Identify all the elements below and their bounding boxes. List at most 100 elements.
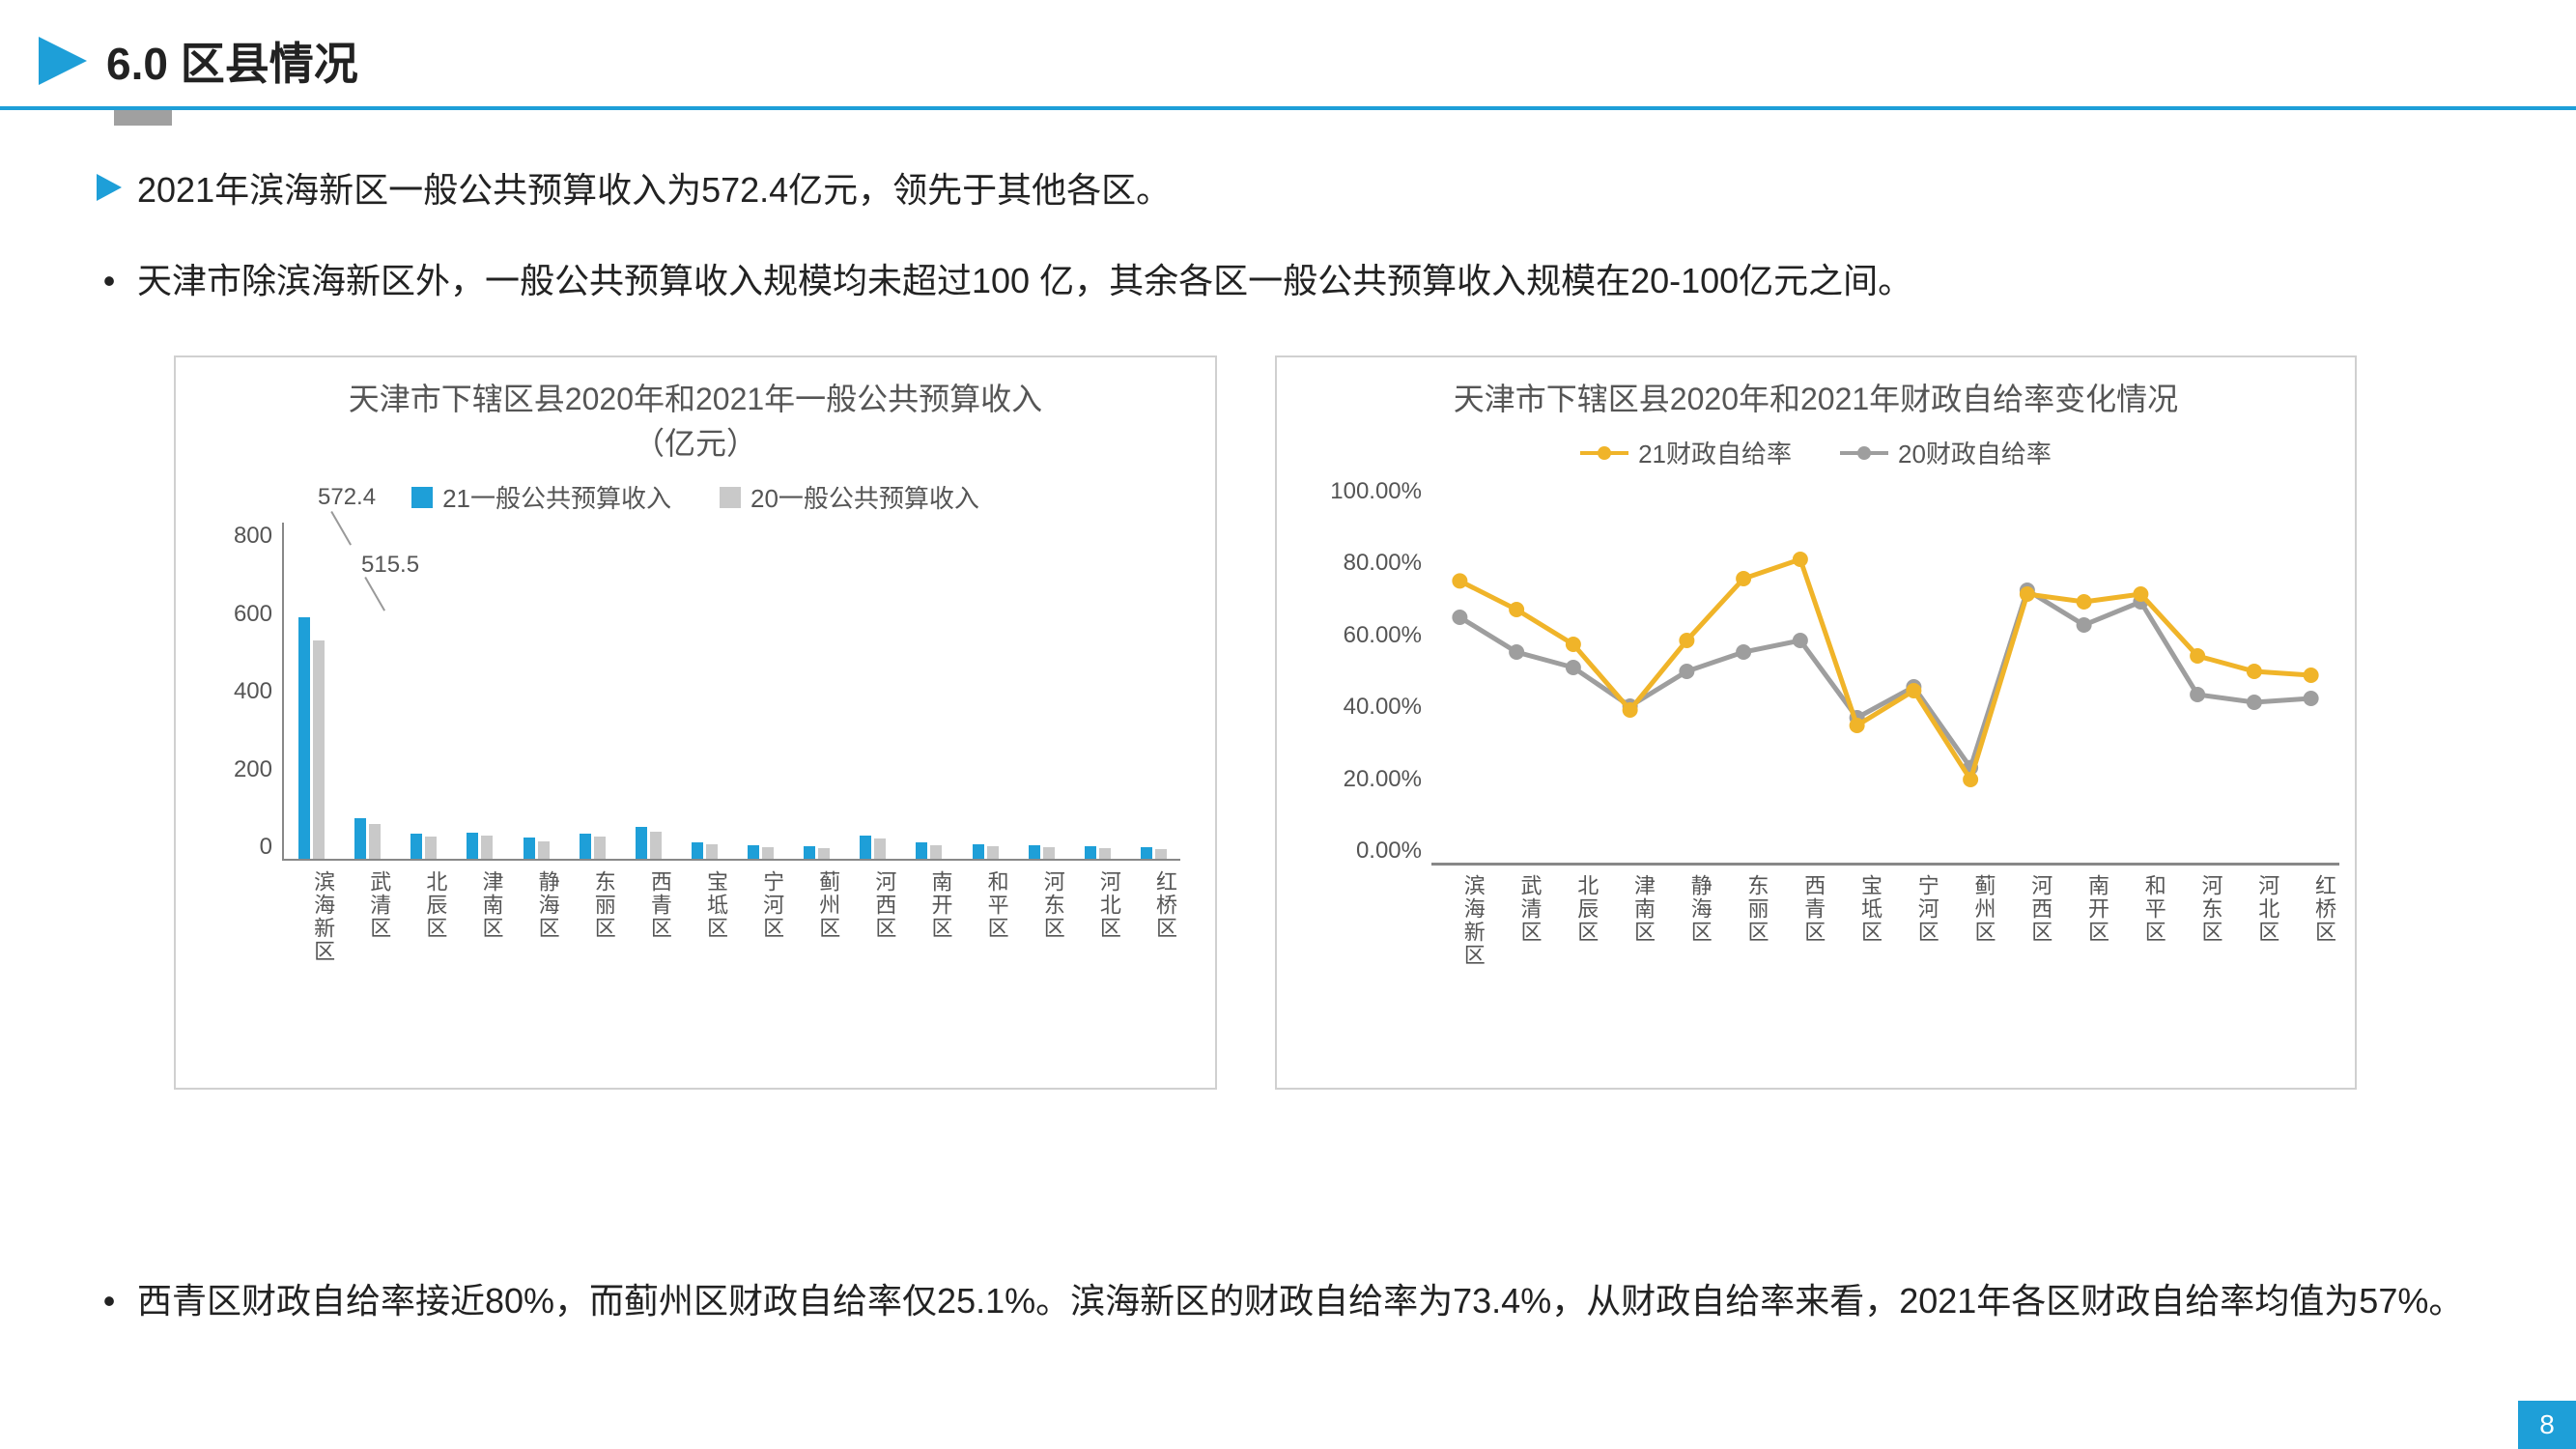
line-y-axis: 100.00%80.00%60.00%40.00%20.00%0.00% (1306, 478, 1422, 865)
line-x-axis: 滨海新区武清区北辰区津南区静海区东丽区西青区宝坻区宁河区蓟州区河西区南开区和平区… (1431, 874, 2339, 967)
x-label: 武清区 (338, 870, 394, 963)
line-marker (1793, 552, 1808, 567)
legend-line-label-20: 20财政自给率 (1898, 435, 2052, 470)
y-tick: 0.00% (1356, 838, 1422, 865)
bullet-dot-icon: • (97, 255, 122, 307)
bullet-dot-icon-2: • (97, 1275, 122, 1327)
x-label: 西青区 (1772, 874, 1829, 967)
line-chart-area: 100.00%80.00%60.00%40.00%20.00%0.00% 滨海新… (1306, 478, 2326, 1019)
x-label: 西青区 (619, 870, 675, 963)
line-svg (1431, 478, 2339, 865)
x-label: 武清区 (1488, 874, 1545, 967)
line-marker (1850, 718, 1865, 733)
bar-20 (1155, 849, 1167, 860)
legend-swatch-21 (411, 487, 433, 508)
y-tick: 40.00% (1344, 694, 1422, 721)
bar-21 (410, 834, 422, 859)
legend-line-20: 20财政自给率 (1840, 435, 2052, 470)
line-marker (2304, 668, 2319, 683)
callout-515: 515.5 (361, 552, 419, 579)
line-marker (1679, 633, 1694, 648)
line-marker (1793, 633, 1808, 648)
bar-21 (748, 845, 759, 859)
bar-21 (860, 836, 871, 859)
bar-21 (804, 846, 815, 859)
line-marker (2247, 695, 2262, 710)
bar-21 (580, 834, 591, 859)
bullet-row-3: • 西青区财政自给率接近80%，而蓟州区财政自给率仅25.1%。滨海新区的财政自… (97, 1275, 2479, 1327)
line-chart-box: 天津市下辖区县2020年和2021年财政自给率变化情况 21财政自给率 20财政… (1275, 355, 2357, 1090)
bar-20 (1099, 848, 1111, 859)
x-label: 静海区 (507, 870, 563, 963)
y-tick: 80.00% (1344, 550, 1422, 577)
bar-21 (1029, 845, 1040, 859)
bar-chart-box: 天津市下辖区县2020年和2021年一般公共预算收入 （亿元） 21一般公共预算… (174, 355, 1217, 1090)
legend-line-label-21: 21财政自给率 (1638, 435, 1792, 470)
bar-21 (467, 833, 478, 859)
line-marker (1566, 660, 1581, 675)
line-marker (2077, 617, 2092, 633)
bar-group (973, 844, 999, 859)
page-number: 8 (2518, 1401, 2576, 1449)
bar-20 (594, 837, 606, 859)
x-label: 宝坻区 (1828, 874, 1885, 967)
bar-21 (973, 844, 984, 859)
x-label: 蓟州区 (1942, 874, 1999, 967)
bullet-text-3: 西青区财政自给率接近80%，而蓟州区财政自给率仅25.1%。滨海新区的财政自给率… (137, 1275, 2463, 1327)
x-label: 河东区 (2169, 874, 2226, 967)
bar-21 (354, 818, 366, 859)
bar-20 (425, 837, 437, 859)
bar-21 (524, 838, 535, 859)
x-label: 红桥区 (2282, 874, 2339, 967)
bar-plot: 572.4 515.5 (282, 523, 1180, 861)
bar-group (692, 842, 718, 860)
header-tab-decor (114, 110, 172, 126)
callout-line-1 (330, 511, 352, 546)
bar-y-axis: 8006004002000 (205, 523, 272, 861)
callout-line-2 (364, 577, 385, 611)
bar-group (748, 845, 774, 859)
line-marker (2190, 687, 2205, 702)
x-label: 滨海新区 (282, 870, 338, 963)
line-marker (2304, 691, 2319, 706)
line-marker (1736, 571, 1751, 586)
y-tick: 20.00% (1344, 766, 1422, 793)
bullet-row-2: • 天津市除滨海新区外，一般公共预算收入规模均未超过100 亿，其余各区一般公共… (97, 255, 2479, 307)
bar-group (1141, 847, 1167, 859)
bar-20 (987, 846, 999, 859)
legend-line-swatch-20 (1840, 451, 1888, 455)
bar-21 (298, 617, 310, 859)
line-plot (1431, 478, 2339, 865)
bar-group (860, 836, 886, 859)
lower-bullets: • 西青区财政自给率接近80%，而蓟州区财政自给率仅25.1%。滨海新区的财政自… (97, 1275, 2479, 1366)
bar-chart-area: 8006004002000 572.4 515.5 滨海新区武清区北辰区津南区静… (205, 523, 1186, 1025)
x-label: 南开区 (2055, 874, 2112, 967)
line-marker (1906, 683, 1921, 698)
slide-title: 6.0 区县情况 (106, 29, 358, 93)
line-marker (2190, 648, 2205, 664)
legend-item-20: 20一般公共预算收入 (720, 479, 979, 515)
line-marker (1509, 644, 1524, 660)
legend-line-swatch-21 (1580, 451, 1628, 455)
x-label: 河东区 (1012, 870, 1068, 963)
line-marker (1509, 602, 1524, 617)
y-tick: 600 (234, 601, 272, 628)
bar-group (298, 617, 325, 859)
line-marker (1452, 573, 1467, 588)
bar-group (1085, 846, 1111, 859)
x-label: 滨海新区 (1431, 874, 1488, 967)
legend-item-21: 21一般公共预算收入 (411, 479, 671, 515)
x-label: 和平区 (2112, 874, 2169, 967)
line-marker (2133, 586, 2148, 602)
line-marker (1679, 664, 1694, 679)
x-label: 河西区 (843, 870, 899, 963)
x-label: 宁河区 (1885, 874, 1942, 967)
x-label: 北辰区 (1545, 874, 1602, 967)
bar-20 (481, 836, 493, 859)
charts-row: 天津市下辖区县2020年和2021年一般公共预算收入 （亿元） 21一般公共预算… (174, 355, 2479, 1090)
bar-21 (1085, 846, 1096, 859)
bar-20 (762, 847, 774, 859)
bullet-text-1: 2021年滨海新区一般公共预算收入为572.4亿元，领先于其他各区。 (137, 164, 1171, 216)
x-label: 南开区 (899, 870, 955, 963)
x-label: 河北区 (1068, 870, 1124, 963)
